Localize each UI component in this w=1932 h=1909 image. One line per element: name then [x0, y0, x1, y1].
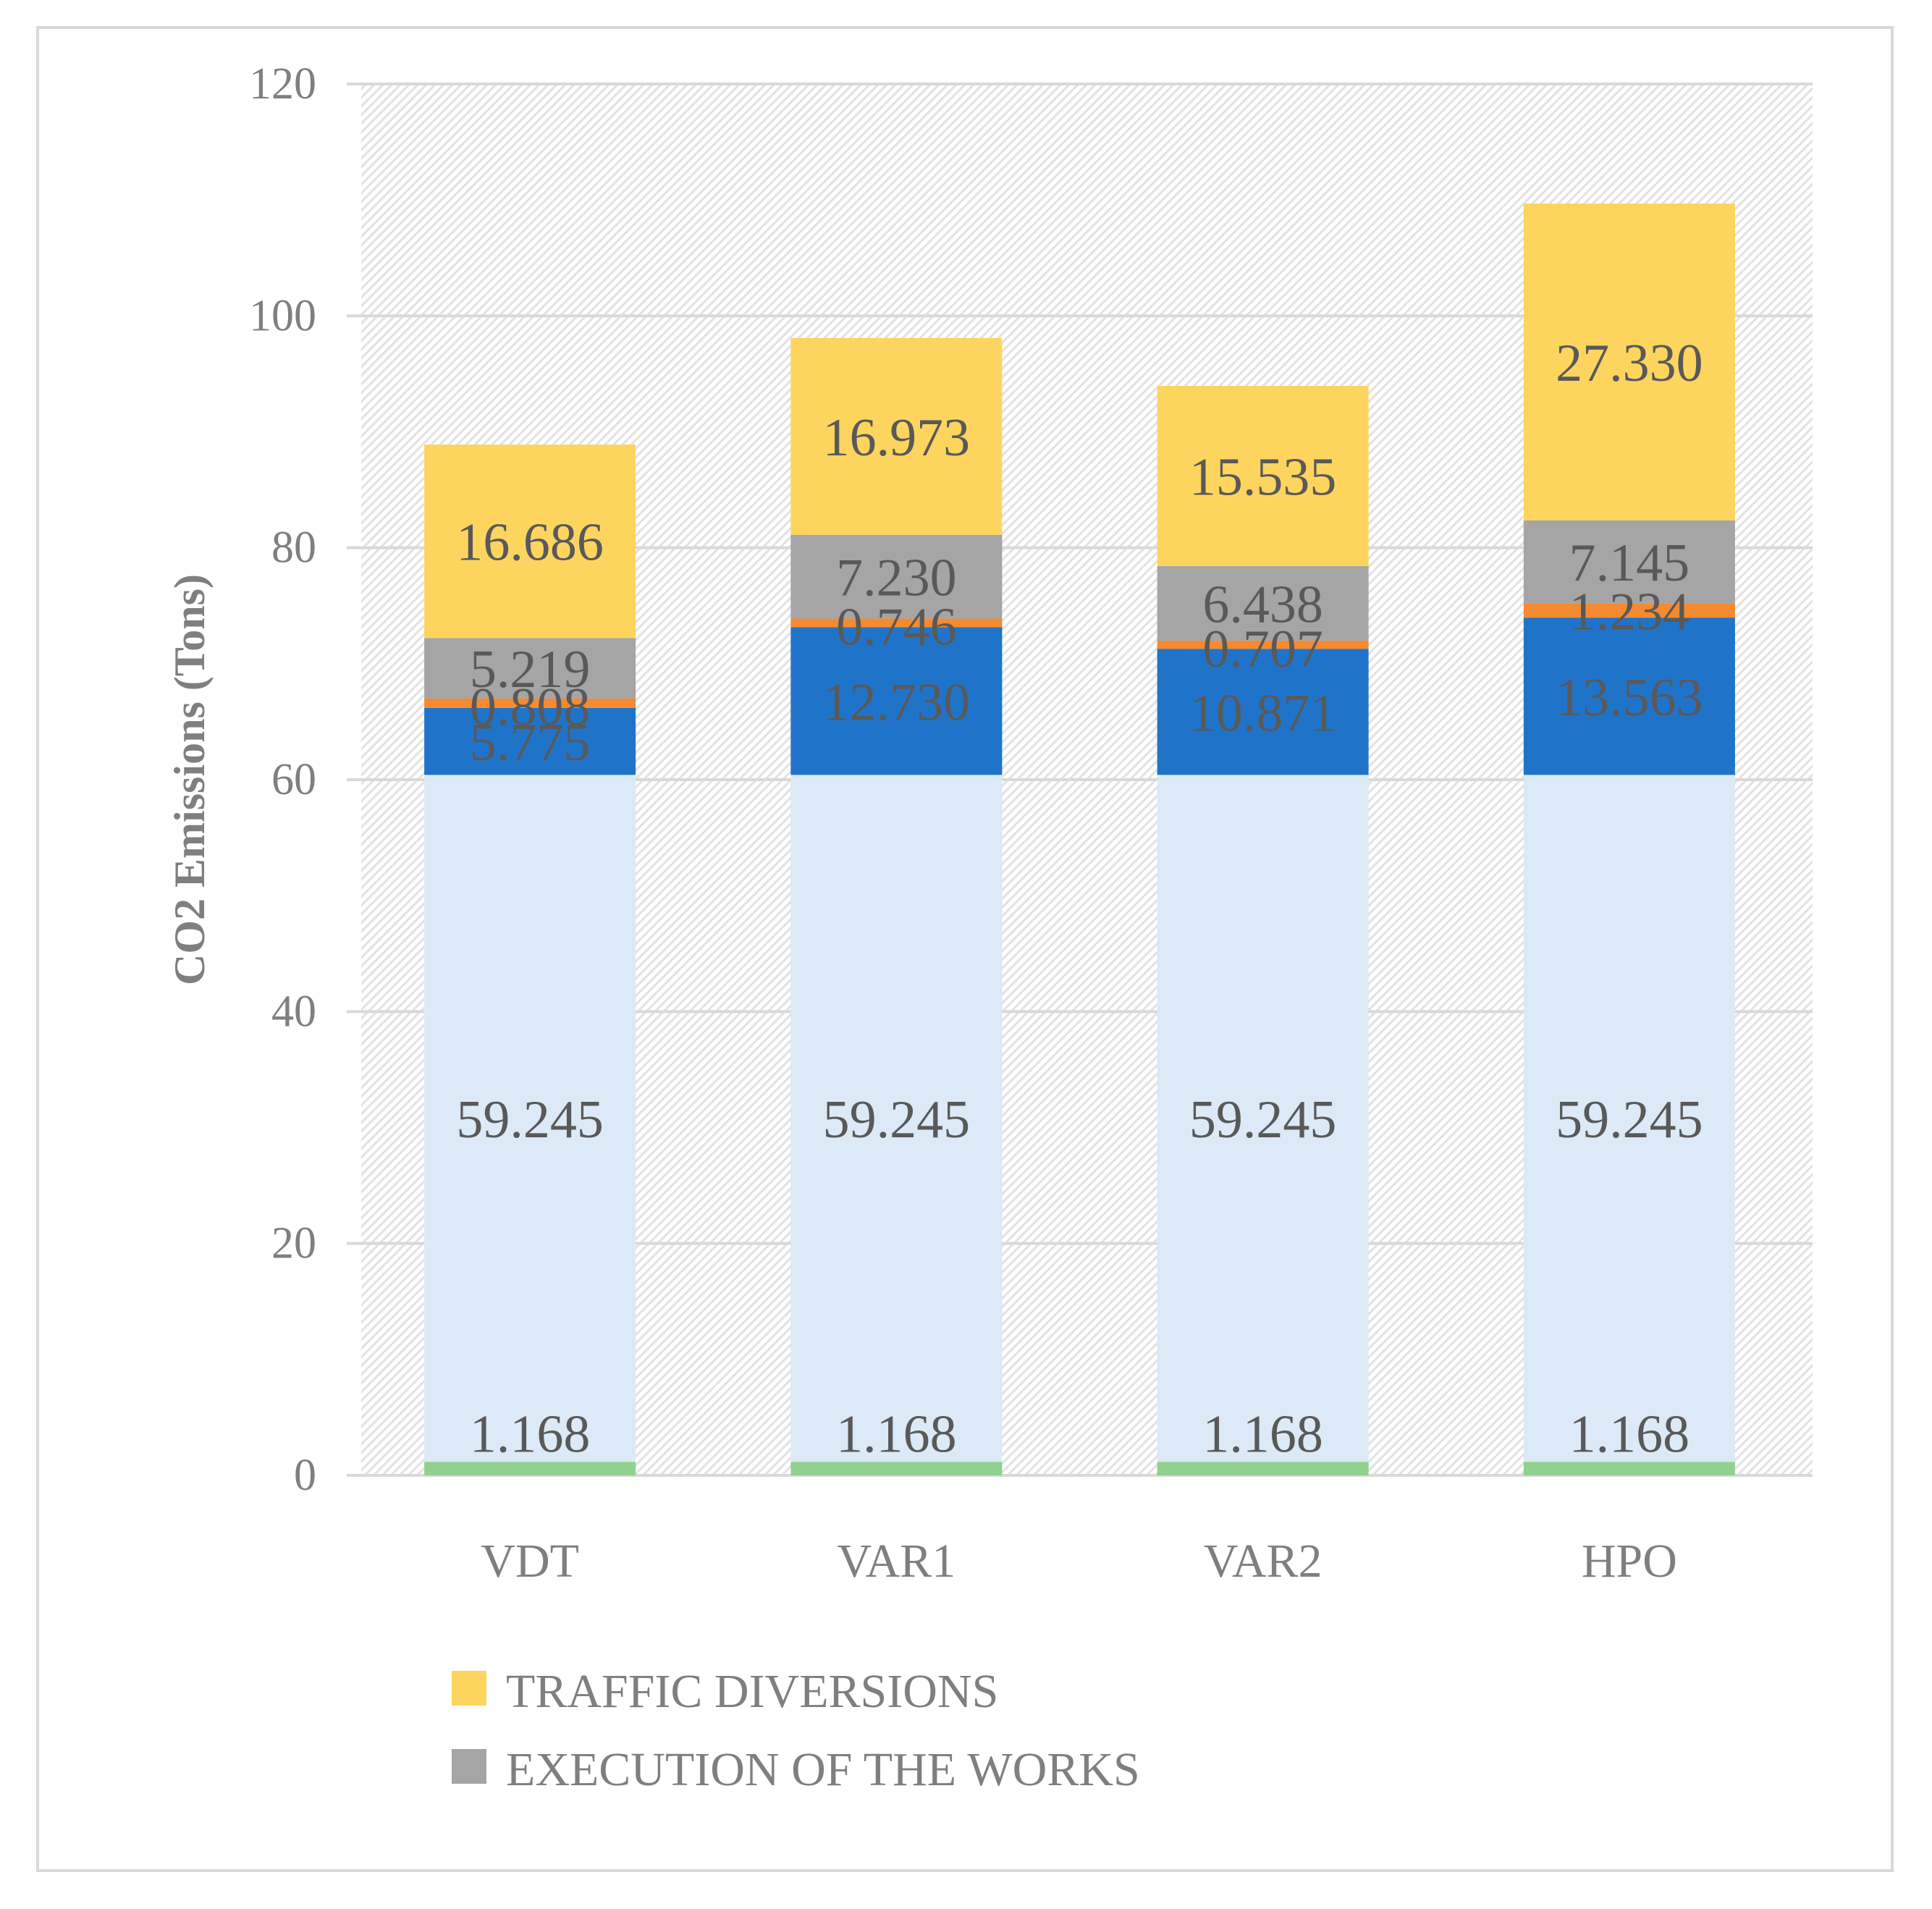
bar-segment	[790, 337, 1003, 535]
data-label: 6.438	[1202, 575, 1323, 634]
data-label: 13.563	[1556, 668, 1703, 728]
legend: TRAFFIC DIVERSIONS EXECUTION OF THE WORKS	[452, 1665, 1140, 1796]
bar-segment	[424, 698, 636, 708]
bar-segment	[424, 775, 636, 1462]
chart-frame: 0 20 40 60 80 100 120 1.168 59.245 5.775 0.808 5.2…	[36, 26, 1894, 1872]
data-label: 27.330	[1556, 334, 1703, 393]
bar-segment	[1157, 649, 1369, 775]
data-label: 0.707	[1202, 620, 1323, 679]
bar-segment	[1157, 1462, 1369, 1475]
data-label: 16.686	[456, 513, 604, 573]
y-axis-title: CO2 Emissions (Tons)	[166, 574, 214, 985]
y-tick-label: 120	[249, 59, 316, 109]
bar-segment	[1157, 386, 1369, 566]
y-axis-ticks: 0 20 40 60 80 100 120	[249, 59, 316, 1500]
bar-segment	[1157, 565, 1369, 641]
bars	[424, 203, 1735, 1475]
bar-segment	[1157, 640, 1369, 649]
bar-segment	[790, 627, 1003, 775]
bar-segment	[790, 1462, 1003, 1475]
bar-segment	[790, 618, 1003, 628]
y-tick-label: 40	[271, 987, 316, 1036]
legend-swatch	[452, 1749, 486, 1784]
bar-segment	[1523, 618, 1735, 775]
bar-segment	[1523, 520, 1735, 604]
y-tick-label: 0	[294, 1451, 316, 1500]
data-label: 1.168	[836, 1404, 957, 1464]
data-label: 15.535	[1189, 447, 1337, 507]
data-label: 1.234	[1569, 582, 1690, 641]
x-category-label: VDT	[481, 1535, 579, 1588]
x-category-label: VAR2	[1204, 1535, 1323, 1588]
data-label: 1.168	[1569, 1404, 1690, 1464]
data-label: 10.871	[1189, 683, 1337, 743]
y-tick-label: 20	[271, 1219, 316, 1268]
data-label: 59.245	[456, 1090, 604, 1150]
legend-label: TRAFFIC DIVERSIONS	[506, 1665, 998, 1718]
x-category-label: HPO	[1582, 1535, 1677, 1588]
y-tick-label: 60	[271, 755, 316, 804]
stacked-bar-chart: 0 20 40 60 80 100 120 1.168 59.245 5.7750.8085.2…	[166, 59, 1813, 1796]
data-label: 0.808	[470, 678, 591, 737]
data-label: 0.746	[836, 598, 957, 657]
bar-segment	[790, 534, 1003, 619]
data-label: 7.145	[1569, 534, 1690, 593]
bar-segment	[424, 707, 636, 775]
data-label: 7.230	[836, 549, 957, 608]
bar-segment	[1523, 603, 1735, 618]
data-label: 12.730	[823, 673, 971, 732]
data-label: 16.973	[823, 408, 971, 468]
bar-segment	[1523, 203, 1735, 521]
y-tick-label: 100	[249, 291, 316, 340]
bar-segment	[1523, 775, 1735, 1462]
legend-label: EXECUTION OF THE WORKS	[506, 1743, 1140, 1796]
bar-segment	[424, 1462, 636, 1475]
data-label: 1.168	[1202, 1404, 1323, 1464]
bar-segment	[790, 775, 1003, 1462]
data-label: 5.219	[470, 640, 591, 699]
data-label: 5.775	[470, 713, 591, 772]
bar-segment	[1157, 775, 1369, 1462]
data-label: 59.245	[1189, 1090, 1337, 1150]
x-axis-labels: VDT VAR1 VAR2 HPO	[481, 1535, 1677, 1588]
x-category-label: VAR1	[837, 1535, 956, 1588]
bar-segment	[1523, 1462, 1735, 1475]
bar-segment	[424, 444, 636, 639]
legend-swatch	[452, 1671, 486, 1706]
data-label: 59.245	[823, 1090, 971, 1150]
data-label: 59.245	[1556, 1090, 1703, 1150]
y-tick-label: 80	[271, 523, 316, 573]
data-label: 1.168	[470, 1404, 591, 1464]
bar-segment	[424, 638, 636, 699]
